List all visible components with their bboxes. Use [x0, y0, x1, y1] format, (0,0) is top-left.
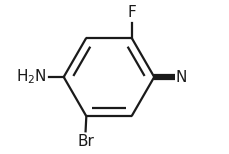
Text: Br: Br	[77, 134, 94, 149]
Text: N: N	[175, 69, 186, 85]
Text: F: F	[127, 5, 135, 20]
Text: H$_2$N: H$_2$N	[16, 68, 46, 86]
